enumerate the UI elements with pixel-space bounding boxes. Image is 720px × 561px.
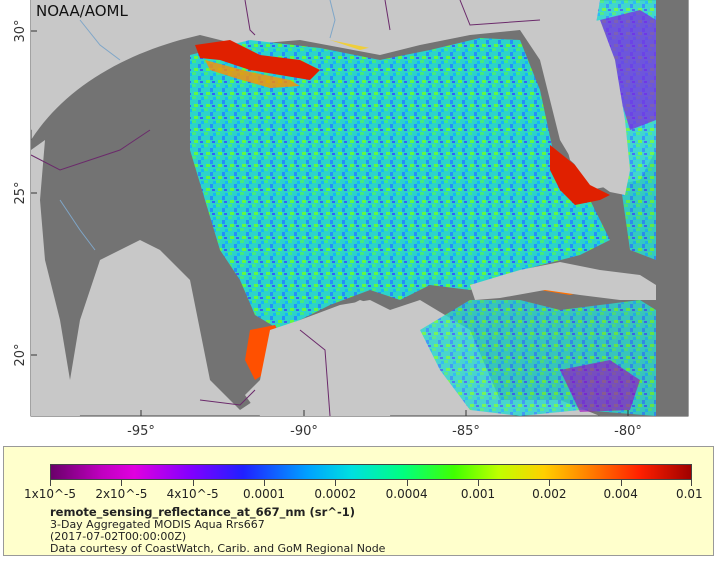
atlantic-no-data: [656, 0, 688, 416]
river-1: [79, 19, 121, 61]
colorbar-label: 0.001: [460, 487, 496, 501]
colorbar-tick: [121, 480, 123, 486]
legend-panel: 1x10^-5 2x10^-5 4x10^-5 0.0001 0.0002 0.0004 0…: [3, 446, 714, 556]
land-north: [31, 0, 600, 130]
lat-tick-group: 30° 25° 20°: [13, 19, 37, 367]
coastal-high-north: [195, 40, 320, 80]
colorbar-tick: [620, 480, 622, 486]
land-florida: [555, 20, 630, 195]
low-reflectance-south: [560, 360, 640, 412]
lon-tick-label: -95°: [127, 424, 155, 439]
map-frame: 30° 25° 20° -95° -90° -85° -80° NOAA/AOML: [0, 0, 720, 440]
colorbar-tick: [264, 480, 265, 486]
time-stamp: (2017-07-02T00:00:00Z): [50, 530, 187, 543]
land-cuba: [470, 262, 656, 300]
border-yucatan: [299, 329, 331, 417]
coastal-high-north-orange: [205, 60, 300, 88]
low-reflectance-east: [600, 10, 656, 130]
colorbar-tick: [478, 480, 479, 486]
colorbar-label: 0.01: [675, 487, 703, 501]
colorbar-label: 2x10^-5: [95, 487, 148, 501]
land-mexico-west: [31, 140, 80, 416]
colorbar-tick: [192, 480, 194, 486]
map-svg[interactable]: 30° 25° 20° -95° -90° -85° -80°: [0, 0, 720, 440]
border-guatemala: [199, 389, 256, 406]
lat-tick-label: 30°: [13, 19, 28, 42]
variable-name: remote_sensing_reflectance_at_667_nm (sr…: [50, 505, 355, 519]
lon-tick-label: -80°: [614, 424, 642, 439]
colorbar-tick: [406, 480, 408, 486]
data-credit: Data courtesy of CoastWatch, Carib. and …: [50, 542, 386, 555]
colorbar-tick: [335, 480, 337, 486]
lon-tick-label: -90°: [290, 424, 318, 439]
colorbar-tick: [50, 480, 51, 486]
colorbar-label: 4x10^-5: [166, 487, 219, 501]
lon-tick-group: -95° -90° -85° -80°: [127, 410, 642, 439]
border-state-1: [244, 0, 256, 36]
colorbar-label: 0.0004: [385, 487, 428, 501]
colorbar-label: 0.002: [532, 487, 567, 501]
colorbar-label: 0.0002: [314, 487, 357, 501]
colorbar-label: 0.004: [603, 487, 638, 501]
colorbar-label: 1x10^-5: [23, 487, 77, 501]
colorbar-tick: [691, 480, 692, 486]
lat-tick-label: 20°: [13, 343, 28, 366]
reflectance-field-main: [190, 38, 610, 330]
lat-tick-label: 25°: [13, 181, 28, 204]
coastal-high-florida: [550, 145, 610, 205]
river-2: [329, 0, 336, 39]
colorbar-tick: [549, 480, 551, 486]
border-state-3: [459, 0, 541, 26]
border-state-2: [384, 0, 391, 31]
colorbar-label: 0.0001: [243, 487, 285, 501]
lon-tick-label: -85°: [452, 424, 480, 439]
organization-label: NOAA/AOML: [36, 2, 128, 20]
land-yucatan: [245, 300, 410, 416]
dataset-title: 3-Day Aggregated MODIS Aqua Rrs667: [50, 518, 265, 531]
river-3: [59, 199, 96, 251]
border-mexico-us: [30, 129, 151, 171]
colorbar: [50, 464, 692, 480]
